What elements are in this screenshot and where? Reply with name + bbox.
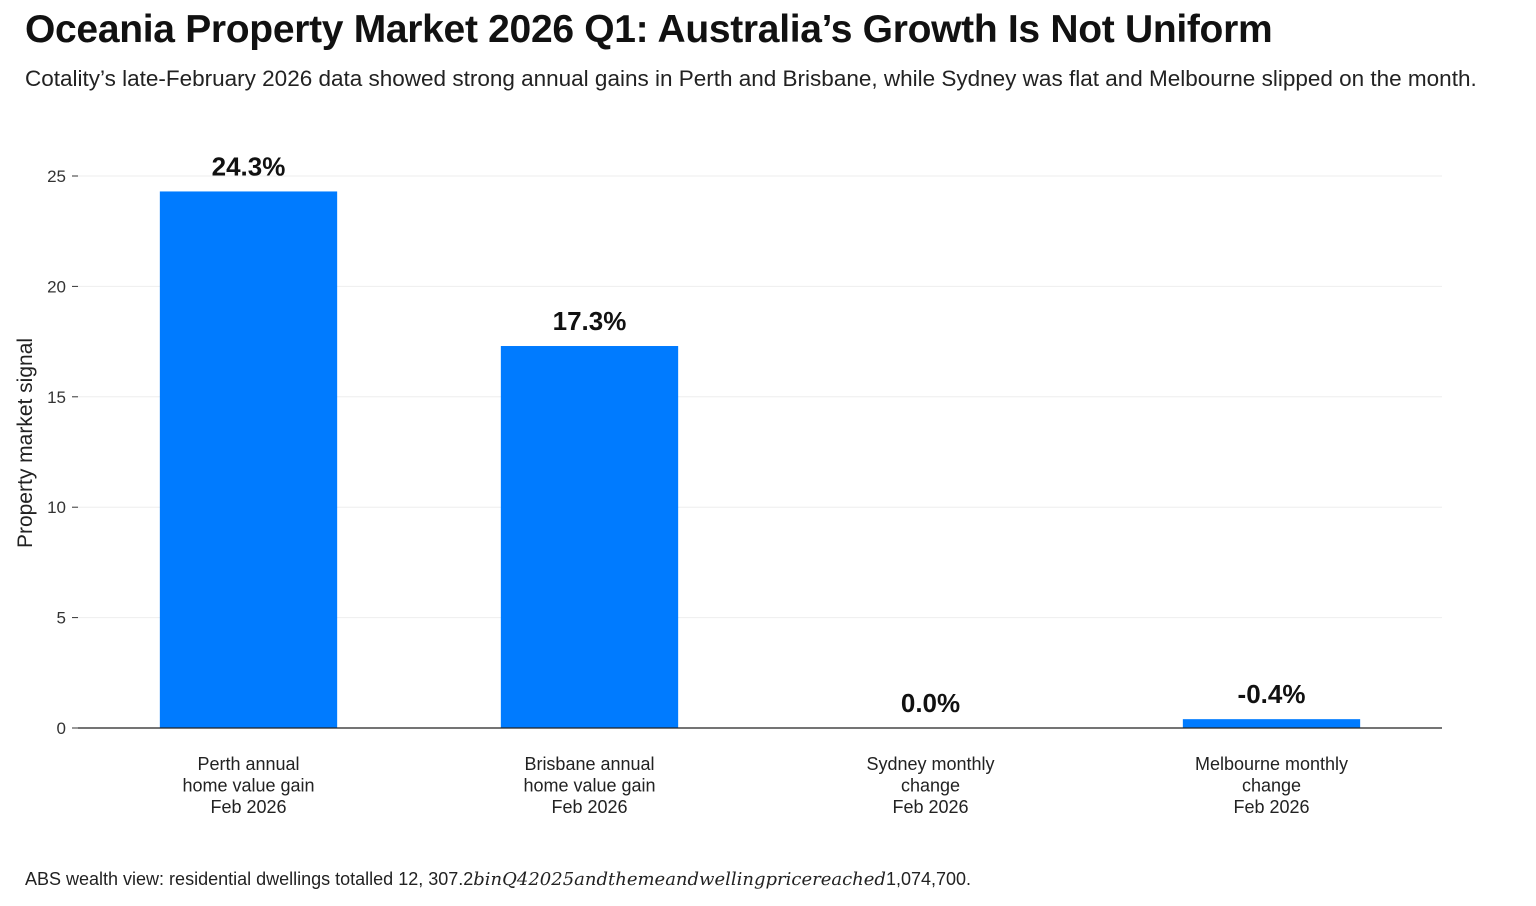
chart-title: Oceania Property Market 2026 Q1: Austral… <box>25 8 1273 51</box>
chart-subtitle: Cotality’s late-February 2026 data showe… <box>25 66 1477 91</box>
bar <box>1182 719 1361 728</box>
bar <box>500 346 679 728</box>
y-tick-label: 5 <box>57 609 66 628</box>
axes: 0 5 10 15 20 25 <box>47 167 1442 738</box>
x-tick-label: Perth annual home value gain Feb 2026 <box>182 754 314 817</box>
y-tick-label: 20 <box>47 277 66 296</box>
labels: 24.3%Perth annual home value gain Feb 2026… <box>182 151 1348 817</box>
footnote-math-text: binQ42025andthemeandwellingpricereached <box>473 869 886 890</box>
x-tick-label-line: Feb 2026 <box>892 797 968 817</box>
x-tick-label: Brisbane annual home value gain Feb 2026 <box>523 754 655 817</box>
x-tick-label-line: Feb 2026 <box>210 797 286 817</box>
y-tick-label: 10 <box>47 498 66 517</box>
x-tick-label: Sydney monthly change Feb 2026 <box>866 754 994 817</box>
x-tick-label-line: Sydney monthly <box>866 754 994 774</box>
bar <box>159 191 338 728</box>
y-tick-label: 15 <box>47 388 66 407</box>
x-tick-label-line: Feb 2026 <box>1233 797 1309 817</box>
footnote: ABS wealth view: residential dwellings t… <box>25 869 971 890</box>
x-tick-label-line: home value gain <box>523 776 655 796</box>
x-tick-label-line: change <box>1242 776 1301 796</box>
data-label: -0.4% <box>1238 679 1306 709</box>
x-tick-label-line: change <box>901 776 960 796</box>
y-axis-title: Property market signal <box>14 338 37 548</box>
footnote-text-end: 1,074,700. <box>885 869 972 889</box>
x-tick-label-line: Feb 2026 <box>551 797 627 817</box>
y-tick-label: 25 <box>47 167 66 186</box>
data-label: 24.3% <box>212 151 286 181</box>
bars <box>159 191 1361 728</box>
x-tick-label-line: home value gain <box>182 776 314 796</box>
x-tick-label-line: Brisbane annual <box>524 754 654 774</box>
footnote-text: ABS wealth view: residential dwellings t… <box>25 869 474 889</box>
x-tick-label: Melbourne monthly change Feb 2026 <box>1195 754 1348 817</box>
y-tick-label: 0 <box>57 719 66 738</box>
data-label: 0.0% <box>901 688 960 718</box>
x-tick-label-line: Melbourne monthly <box>1195 754 1348 774</box>
x-tick-label-line: Perth annual <box>197 754 299 774</box>
data-label: 17.3% <box>553 306 627 336</box>
